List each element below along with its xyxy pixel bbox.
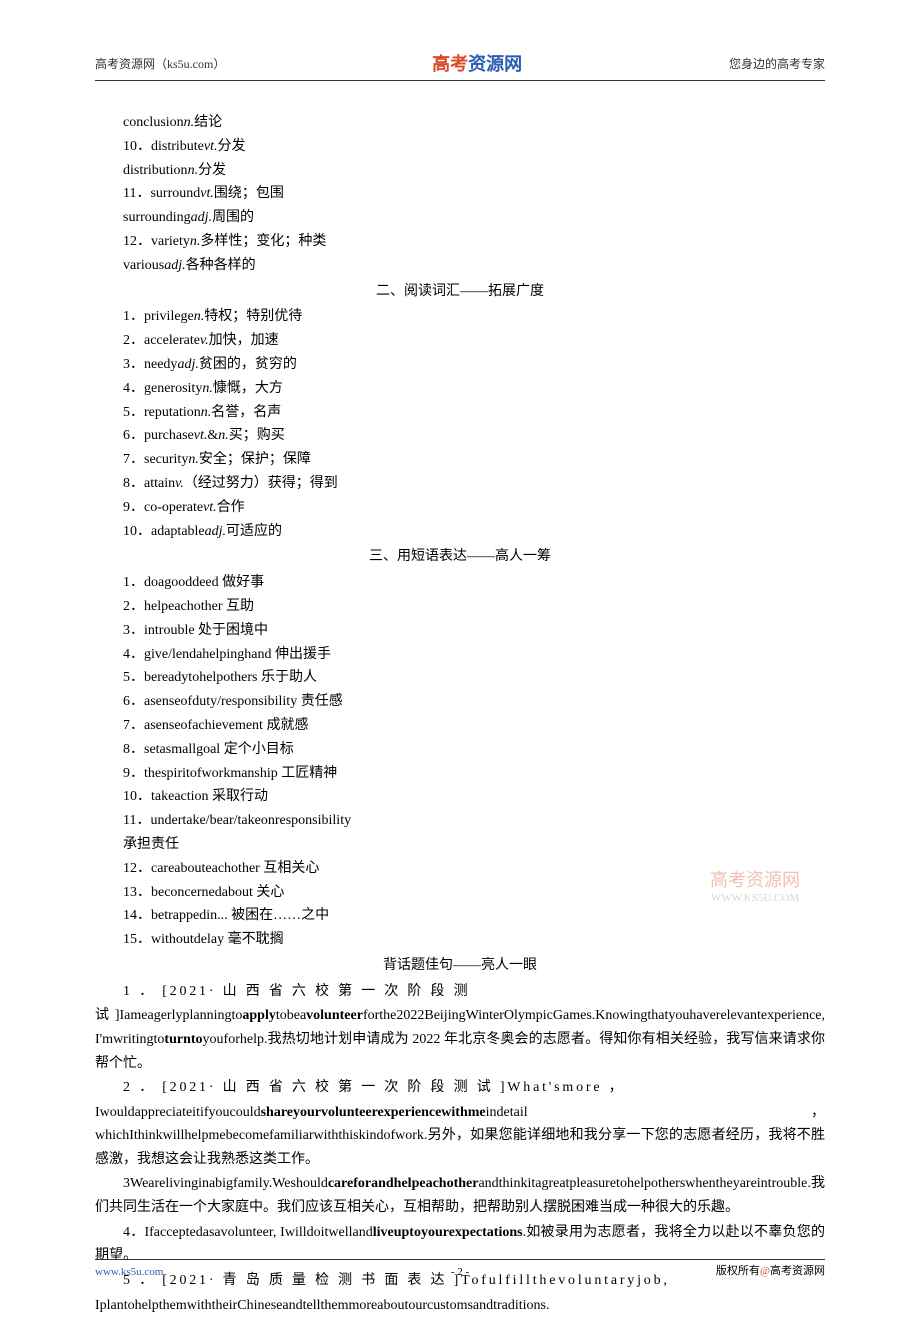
reading-vocab-item: 10．adaptableadj.可适应的 [95,520,825,544]
sentence-body: Iwouldappreciateitifyoucouldshareyourvol… [95,1101,825,1172]
phrase-item: 14．betrappedin... 被困在……之中 [95,904,825,928]
header-center: 高考资源网 [432,50,522,76]
phrase-item: 10．takeaction 采取行动 [95,785,825,809]
vocab-item: conclusionn.结论 [95,111,825,135]
phrase-item: 5．bereadytohelpothers 乐于助人 [95,666,825,690]
vocab-item: 10．distributevt.分发 [95,135,825,159]
phrase-item: 3．introuble 处于困境中 [95,619,825,643]
phrase-item: 承担责任 [95,833,825,857]
header-center-red: 高考 [432,54,468,74]
vocab-item: variousadj.各种各样的 [95,254,825,278]
vocab-item: distributionn.分发 [95,159,825,183]
content-body: conclusionn.结论10．distributevt.分发distribu… [95,111,825,1318]
header-center-blue: 资源网 [468,54,522,74]
phrase-item: 13．beconcernedabout 关心 [95,881,825,905]
header-right: 您身边的高考专家 [729,55,825,72]
phrase-item: 6．asenseofduty/responsibility 责任感 [95,690,825,714]
reading-vocab-item: 8．attainv.（经过努力）获得；得到 [95,472,825,496]
footer-center: - 2 - [451,1266,469,1278]
sentence-numline: 2 ． [2021· 山 西 省 六 校 第 一 次 阶 段 测 试 ]What… [95,1076,825,1100]
sentence-body: IplantohelpthemwiththeirChineseandtellth… [95,1294,825,1318]
phrase-item: 15．withoutdelay 毫不耽搁 [95,928,825,952]
vocab-item: surroundingadj.周围的 [95,206,825,230]
vocab-item: 12．varietyn.多样性；变化；种类 [95,230,825,254]
reading-vocab-item: 5．reputationn.名誉，名声 [95,401,825,425]
footer-right-prefix: 版权所有 [716,1265,760,1277]
reading-vocab-item: 6．purchasevt.&n.买；购买 [95,424,825,448]
header-left: 高考资源网（ks5u.com） [95,55,225,72]
sentence-numline: 1 ． [2021· 山 西 省 六 校 第 一 次 阶 段 测 [95,980,825,1004]
reading-vocab-item: 3．needyadj.贫困的，贫穷的 [95,353,825,377]
page-footer: www.ks5u.com - 2 - 版权所有@高考资源网 [95,1259,825,1278]
sentence-body: 试]Iameagerlyplanningtoapplytobeavoluntee… [95,1004,825,1075]
reading-vocab-item: 9．co-operatevt.合作 [95,496,825,520]
phrase-item: 1．doagooddeed 做好事 [95,571,825,595]
vocab-item: 11．surroundvt.围绕；包围 [95,182,825,206]
sentence-body: 3Wearelivinginabigfamily.Weshouldcarefor… [95,1172,825,1220]
sentences-title: 背话题佳句——亮人一眼 [95,954,825,978]
phrase-item: 8．setasmallgoal 定个小目标 [95,738,825,762]
page-header: 高考资源网（ks5u.com） 高考资源网 您身边的高考专家 [95,50,825,81]
phrase-item: 12．careabouteachother 互相关心 [95,857,825,881]
section2-title: 二、阅读词汇——拓展广度 [95,280,825,304]
footer-at-icon: @ [760,1265,770,1277]
reading-vocab-item: 1．privilegen.特权；特别优待 [95,305,825,329]
section3-title: 三、用短语表达——高人一筹 [95,545,825,569]
reading-vocab-item: 2．acceleratev.加快，加速 [95,329,825,353]
footer-left: www.ks5u.com [95,1266,163,1278]
phrase-item: 11．undertake/bear/takeonresponsibility [95,809,825,833]
phrase-item: 9．thespiritofworkmanship 工匠精神 [95,762,825,786]
phrase-item: 4．give/lendahelpinghand 伸出援手 [95,643,825,667]
phrase-item: 7．asenseofachievement 成就感 [95,714,825,738]
phrase-item: 2．helpeachother 互助 [95,595,825,619]
footer-right-suffix: 高考资源网 [770,1265,825,1277]
reading-vocab-item: 4．generosityn.慷慨，大方 [95,377,825,401]
reading-vocab-item: 7．securityn.安全；保护；保障 [95,448,825,472]
footer-right: 版权所有@高考资源网 [716,1262,825,1278]
